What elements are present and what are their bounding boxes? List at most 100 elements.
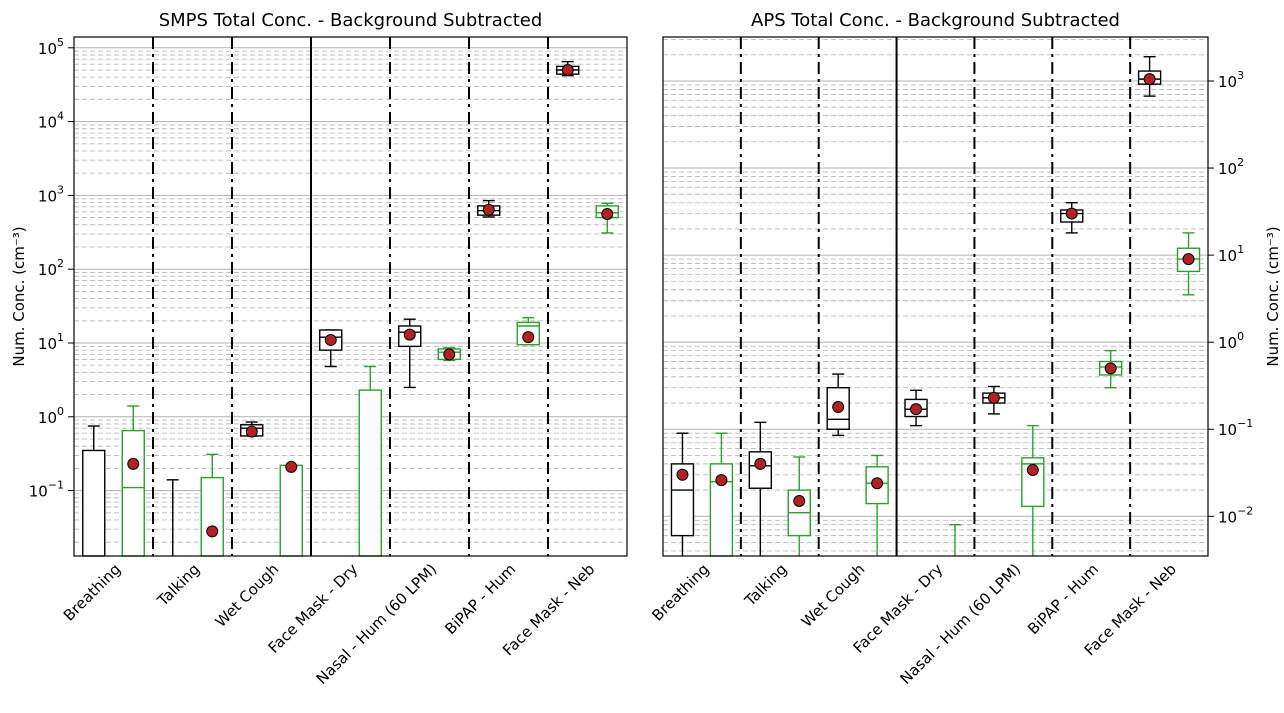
box-green-6	[1098, 349, 1123, 389]
box-black-4	[904, 389, 928, 427]
mean-marker	[1065, 207, 1078, 220]
mean-marker	[1143, 73, 1156, 86]
y-tick-exponent: −1	[1237, 417, 1253, 430]
box-iqr	[82, 449, 106, 557]
plot-frame	[662, 36, 1209, 557]
mean-marker	[1182, 253, 1195, 266]
box-iqr	[748, 451, 773, 489]
y-tick-exponent: 5	[57, 36, 64, 49]
box-black-2	[748, 421, 773, 556]
y-tick-exponent: 0	[57, 405, 64, 418]
box-black-1	[82, 425, 106, 557]
mean-marker	[1104, 362, 1117, 375]
y-tick-label: 101	[38, 331, 64, 353]
y-tick-base: 10	[38, 335, 57, 353]
grid-lines	[74, 47, 627, 543]
mean-marker	[522, 331, 535, 344]
mean-marker	[324, 333, 337, 346]
box-black-3	[826, 373, 850, 437]
category-label: Breathing	[60, 560, 124, 624]
y-tick-label: 102	[1218, 156, 1244, 178]
mean-marker	[676, 468, 689, 481]
y-tick-exponent: −1	[48, 479, 64, 492]
mean-marker	[910, 403, 923, 416]
category-label: Talking	[740, 560, 790, 610]
category-label: Wet Cough	[798, 560, 869, 631]
box-green-4	[358, 365, 382, 557]
box-black-1	[670, 432, 695, 556]
chart-title: APS Total Conc. - Background Subtracted	[751, 10, 1120, 31]
chart-title: SMPS Total Conc. - Background Subtracted	[159, 10, 543, 31]
mean-marker	[715, 474, 728, 487]
y-tick-base: 10	[38, 261, 57, 279]
mean-marker	[832, 401, 845, 414]
box-black-2	[166, 479, 179, 556]
box-green-2	[787, 456, 811, 556]
box-black-4	[319, 329, 343, 368]
y-tick-exponent: 1	[1237, 243, 1244, 256]
y-tick-label: 104	[38, 110, 64, 132]
box-green-7	[1176, 232, 1201, 296]
y-tick-label: 100	[38, 405, 64, 427]
category-label: BiPAP - Hum	[1024, 560, 1102, 638]
box-green-5	[437, 347, 461, 362]
category-label: Wet Cough	[212, 560, 283, 631]
y-tick-label: 10−2	[1218, 504, 1253, 526]
y-tick-base: 10	[1218, 247, 1237, 265]
box-black-7	[556, 60, 580, 77]
y-tick-base: 10	[1218, 421, 1237, 439]
mean-marker	[127, 457, 140, 470]
y-tick-exponent: 2	[57, 257, 64, 270]
y-tick-base: 10	[38, 409, 57, 427]
y-tick-label: 105	[38, 36, 64, 58]
y-axis-label: Num. Conc. (cm⁻³)	[10, 226, 28, 366]
box-iqr	[358, 389, 382, 557]
y-tick-exponent: 3	[57, 183, 64, 196]
category-label: Breathing	[648, 560, 712, 624]
mean-marker	[987, 391, 1000, 404]
y-tick-exponent: 1	[57, 331, 64, 344]
mean-marker	[206, 525, 219, 538]
y-tick-base: 10	[1218, 508, 1237, 526]
y-axis-label: Num. Conc. (cm⁻³)	[1264, 226, 1282, 366]
box-green-6	[516, 317, 540, 346]
y-tick-exponent: 2	[1237, 156, 1244, 169]
mean-marker	[482, 203, 495, 216]
box-green-3	[279, 460, 303, 557]
grid-lines	[663, 38, 1208, 552]
y-tick-base: 10	[38, 187, 57, 205]
y-tick-label: 10−1	[1218, 417, 1253, 439]
box-iqr	[121, 429, 145, 557]
mean-marker	[793, 494, 806, 507]
box-iqr	[279, 464, 303, 557]
box-iqr	[200, 476, 224, 557]
category-label: BiPAP - Hum	[441, 560, 519, 638]
y-tick-exponent: 0	[1237, 330, 1244, 343]
box-green-2	[200, 453, 224, 557]
y-tick-base: 10	[1218, 160, 1237, 178]
y-tick-base: 10	[38, 114, 57, 132]
mean-marker	[245, 425, 258, 438]
y-tick-label: 10−1	[29, 479, 64, 501]
box-green-3	[865, 454, 889, 556]
y-tick-base: 10	[29, 483, 48, 501]
y-tick-base: 10	[38, 40, 57, 58]
mean-marker	[561, 64, 574, 77]
y-tick-label: 102	[38, 257, 64, 279]
mean-marker	[285, 460, 298, 473]
box-green-1	[709, 432, 734, 557]
box-iqr	[670, 463, 695, 537]
y-tick-label: 101	[1218, 243, 1244, 265]
y-tick-label: 103	[38, 183, 64, 205]
y-tick-label: 100	[1218, 330, 1244, 352]
mean-marker	[403, 328, 416, 341]
y-tick-exponent: 3	[1237, 69, 1244, 82]
y-tick-exponent: −2	[1237, 504, 1253, 517]
category-label: Talking	[153, 560, 203, 610]
mean-marker	[601, 207, 614, 220]
box-black-7	[1137, 56, 1162, 97]
